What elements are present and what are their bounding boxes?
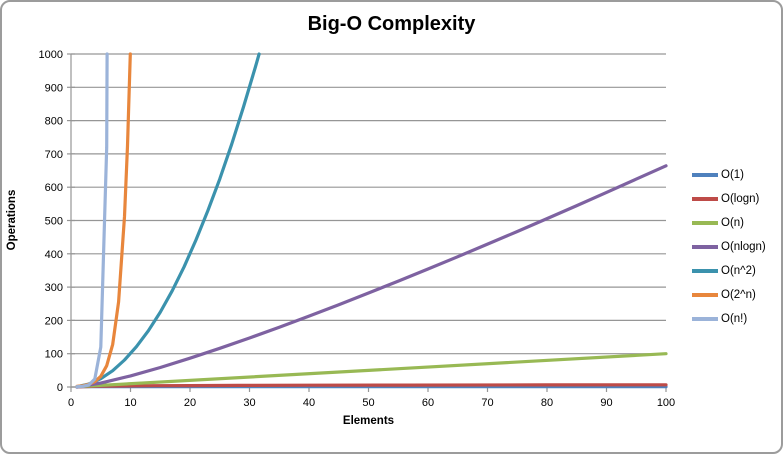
chart-title: Big-O Complexity [307, 13, 476, 35]
legend-line-swatch [692, 221, 718, 225]
series-line-3 [75, 164, 668, 389]
legend-item-3[interactable]: O(nlogn) [692, 235, 782, 259]
x-tick-label: 90 [600, 397, 612, 409]
x-tick-label: 40 [303, 397, 315, 409]
x-tick-label: 60 [422, 397, 434, 409]
legend: O(1) O(logn) O(n) O(nlogn) O(n^2) O(2^n) O(n!) [692, 163, 782, 331]
series-line-4 [75, 52, 261, 389]
legend-label: O(nlogn) [721, 241, 766, 253]
legend-line-swatch [692, 317, 718, 321]
x-tick-label: 10 [124, 397, 136, 409]
y-tick-label: 500 [45, 216, 63, 228]
legend-line-swatch [692, 173, 718, 177]
x-tick-label: 70 [481, 397, 493, 409]
legend-label: O(n) [721, 217, 744, 229]
y-tick-label: 700 [45, 149, 63, 161]
legend-line-swatch [692, 245, 718, 249]
series-line-6 [75, 52, 109, 389]
legend-item-2[interactable]: O(n) [692, 211, 782, 235]
x-tick-label: 100 [657, 397, 675, 409]
legend-label: O(1) [721, 169, 744, 181]
legend-line-swatch [692, 197, 718, 201]
y-tick-label: 400 [45, 249, 63, 261]
legend-line-swatch [692, 269, 718, 273]
legend-item-6[interactable]: O(n!) [692, 307, 782, 331]
x-tick-label: 80 [541, 397, 553, 409]
legend-item-1[interactable]: O(logn) [692, 187, 782, 211]
y-tick-label: 300 [45, 282, 63, 294]
x-tick-label: 30 [243, 397, 255, 409]
legend-label: O(n^2) [721, 265, 756, 277]
legend-line-swatch [692, 293, 718, 297]
y-tick-label: 800 [45, 116, 63, 128]
legend-label: O(2^n) [721, 289, 756, 301]
series-line-2 [75, 352, 668, 389]
y-tick-label: 100 [45, 349, 63, 361]
y-tick-label: 200 [45, 315, 63, 327]
y-tick-label: 1000 [39, 49, 63, 61]
x-tick-label: 50 [362, 397, 374, 409]
x-tick-label: 0 [68, 397, 74, 409]
legend-label: O(n!) [721, 313, 748, 325]
legend-item-0[interactable]: O(1) [692, 163, 782, 187]
y-tick-label: 0 [57, 382, 63, 394]
legend-label: O(logn) [721, 193, 760, 205]
y-tick-label: 900 [45, 82, 63, 94]
x-tick-label: 20 [184, 397, 196, 409]
y-tick-label: 600 [45, 182, 63, 194]
x-axis-title: Elements [342, 415, 395, 427]
legend-item-5[interactable]: O(2^n) [692, 283, 782, 307]
legend-item-4[interactable]: O(n^2) [692, 259, 782, 283]
